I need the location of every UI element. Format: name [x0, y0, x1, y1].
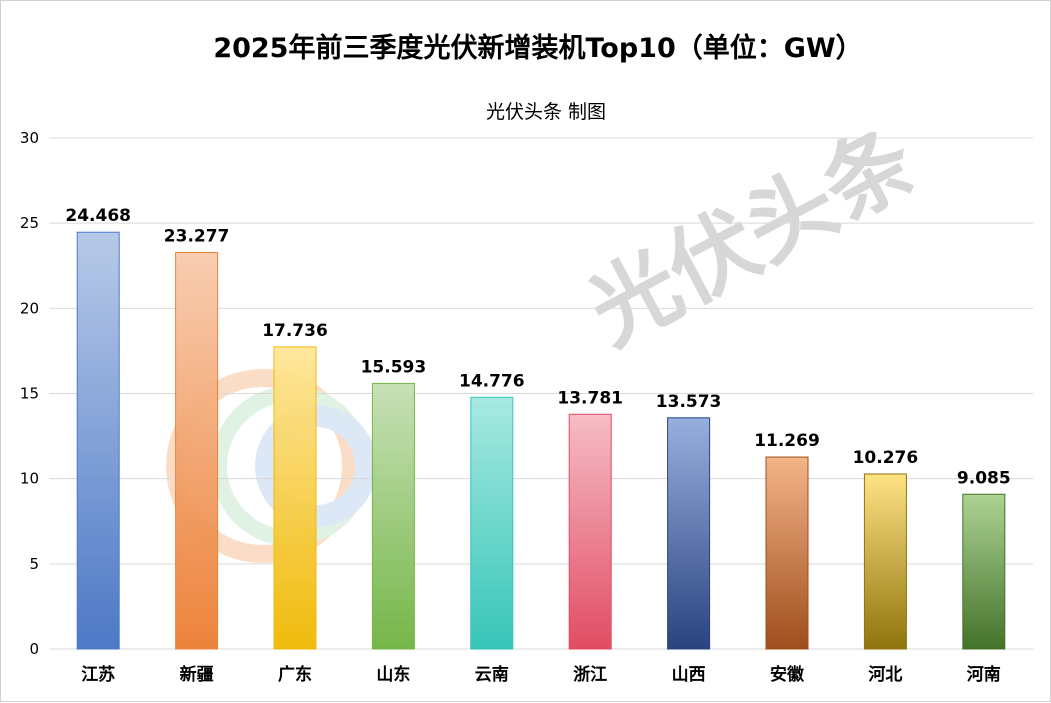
bar-安徽 [765, 456, 809, 650]
x-tick-label: 河北 [868, 665, 902, 685]
bar-浙江 [568, 413, 612, 650]
x-tick-label: 山东 [376, 664, 410, 685]
bar-广东 [273, 346, 317, 650]
bar-河南 [962, 493, 1006, 650]
y-tick-label: 0 [29, 640, 39, 658]
data-label: 24.468 [65, 206, 131, 226]
chart-subtitle: 光伏头条 制图 [486, 101, 606, 123]
y-tick-label: 30 [20, 129, 39, 147]
chart-title: 2025年前三季度光伏新增装机Top10（单位：GW） [213, 32, 862, 64]
y-tick-label: 25 [20, 214, 39, 232]
x-tick-label: 云南 [475, 664, 509, 685]
y-tick-label: 15 [20, 385, 39, 403]
data-label: 10.276 [853, 448, 919, 468]
watermark-text: 光伏头条 [573, 108, 932, 364]
bar-新疆 [175, 252, 219, 650]
x-tick-label: 江苏 [81, 664, 115, 685]
bar-云南 [470, 396, 514, 650]
y-tick-label: 5 [29, 555, 39, 573]
x-tick-label: 广东 [278, 664, 312, 685]
y-tick-label: 20 [20, 299, 39, 317]
x-tick-label: 新疆 [180, 664, 214, 685]
bars: 24.468 江苏 23.277 新疆 17.736 广东 15.593 山东 14.776 云南… [65, 206, 1010, 685]
data-label: 13.573 [656, 392, 722, 412]
data-label: 11.269 [754, 431, 820, 451]
data-label: 17.736 [262, 321, 328, 341]
x-tick-label: 安徽 [770, 664, 805, 685]
data-label: 23.277 [164, 227, 230, 247]
bar-河北 [863, 473, 907, 650]
x-tick-label: 浙江 [573, 664, 607, 685]
bar-江苏 [76, 231, 120, 650]
y-tick-label: 10 [20, 470, 39, 488]
data-label: 14.776 [459, 371, 525, 391]
data-label: 9.085 [957, 468, 1011, 488]
bar-山东 [371, 382, 415, 650]
data-label: 13.781 [557, 388, 623, 408]
x-tick-label: 河南 [967, 664, 1001, 685]
bar-山西 [667, 417, 711, 650]
data-label: 15.593 [361, 357, 427, 377]
x-tick-label: 山西 [672, 665, 706, 685]
